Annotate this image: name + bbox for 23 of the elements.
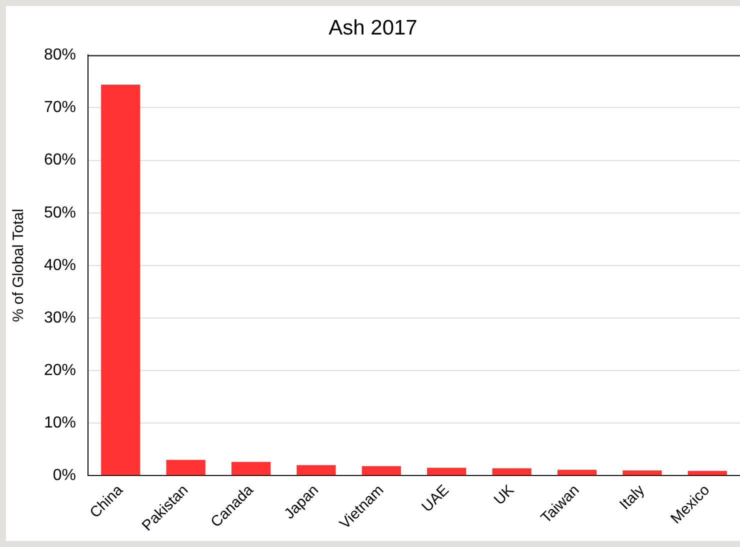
y-tick-label: 0% <box>52 466 76 484</box>
x-tick-label: Italy <box>616 481 648 514</box>
bar <box>557 470 597 476</box>
y-tick-label: 70% <box>44 99 76 116</box>
bar <box>296 465 336 476</box>
y-tick-label: 80% <box>44 46 76 64</box>
bar <box>362 466 401 476</box>
y-tick-label: 30% <box>44 309 76 326</box>
bar <box>688 470 727 476</box>
y-tick-label: 20% <box>44 362 76 379</box>
bar <box>101 84 140 476</box>
y-tick-label: 50% <box>44 204 76 222</box>
bar <box>427 468 466 476</box>
y-tick-label: 10% <box>44 414 76 432</box>
y-tick-label: 60% <box>44 152 76 169</box>
y-tick-label: 40% <box>44 256 76 274</box>
x-tick-label: UK <box>490 482 518 508</box>
bar <box>166 460 206 476</box>
y-axis-title: % of Global Total <box>10 208 28 322</box>
bar <box>622 470 662 476</box>
chart-title: Ash 2017 <box>328 16 418 40</box>
bar <box>492 468 532 476</box>
bar <box>231 462 271 476</box>
